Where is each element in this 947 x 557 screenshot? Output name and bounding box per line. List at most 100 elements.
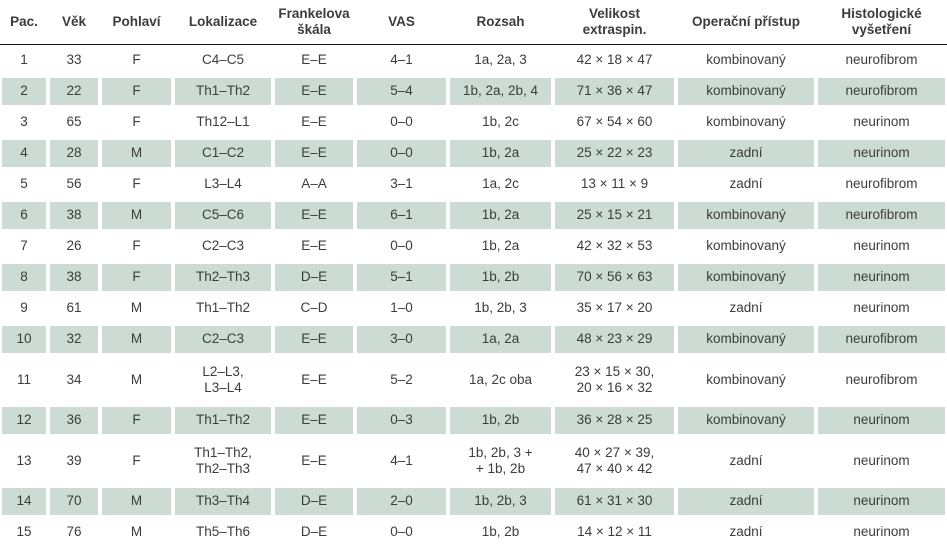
table-cell: 28 (48, 138, 100, 169)
table-cell: neurofibrom (816, 200, 947, 231)
column-header-rozsah: Rozsah (476, 13, 525, 29)
table-row: 8 38 F Th2–Th3 D–E 5–1 1b, 2b 70 × 56 × 63 kombi… (0, 262, 947, 293)
table-cell: E–E (273, 324, 355, 355)
table-cell: M (100, 324, 173, 355)
table-cell: kombinovaný (676, 324, 816, 355)
table-cell: 67 × 54 × 60 (553, 107, 676, 138)
table-cell: 14 × 12 × 11 (553, 517, 676, 548)
table-cell: F (100, 231, 173, 262)
table-cell: 36 (48, 405, 100, 436)
table-cell: 13 (0, 436, 48, 486)
table-row: 10 32 M C2–C3 E–E 3–0 1a, 2a 48 × 23 × 29 kombin… (0, 324, 947, 355)
table-row: 2 22 F Th1–Th2 E–E 5–4 1b, 2a, 2b, 4 71 × 36 × … (0, 76, 947, 107)
table-body: 1 33 F C4–C5 E–E 4–1 1a, 2a, 3 42 × 18 × 47 komb… (0, 45, 947, 548)
table-cell: 13 × 11 × 9 (553, 169, 676, 200)
table-cell: kombinovaný (676, 355, 816, 405)
table-cell: 25 × 15 × 21 (553, 200, 676, 231)
table-cell: kombinovaný (676, 76, 816, 107)
table-cell: Th3–Th4 (173, 486, 273, 517)
table-cell: 1b, 2b (448, 517, 553, 548)
table-cell: C1–C2 (173, 138, 273, 169)
table-row: 3 65 F Th12–L1 E–E 0–0 1b, 2c 67 × 54 × 60 kombi… (0, 107, 947, 138)
table-cell: neurinom (816, 486, 947, 517)
table-cell: 4–1 (355, 45, 448, 76)
table-cell: E–E (273, 76, 355, 107)
table-cell: zadní (676, 138, 816, 169)
table-cell: 0–0 (355, 107, 448, 138)
table-cell: neurinom (816, 138, 947, 169)
table-cell: 1b, 2a (448, 231, 553, 262)
table-cell: M (100, 200, 173, 231)
table-cell: 61 (48, 293, 100, 324)
table-cell: 70 (48, 486, 100, 517)
table-cell: 1a, 2a (448, 324, 553, 355)
table-cell: Th12–L1 (173, 107, 273, 138)
table-header-row: Pac. Věk Pohlaví Lokalizace Frankelova š… (0, 0, 947, 45)
table-cell: 1b, 2c (448, 107, 553, 138)
table-cell: 0–0 (355, 138, 448, 169)
table-cell: 25 × 22 × 23 (553, 138, 676, 169)
table-cell: zadní (676, 169, 816, 200)
table-cell: Th1–Th2 (173, 76, 273, 107)
table-cell: 65 (48, 107, 100, 138)
table-cell: F (100, 45, 173, 76)
table-cell: 3–0 (355, 324, 448, 355)
table-cell: E–E (273, 45, 355, 76)
table-cell: neurinom (816, 231, 947, 262)
table-row: 14 70 M Th3–Th4 D–E 2–0 1b, 2b, 3 61 × 31 × 30 z… (0, 486, 947, 517)
table-cell: 4–1 (355, 436, 448, 486)
table-cell: 5–4 (355, 76, 448, 107)
table-cell: C4–C5 (173, 45, 273, 76)
table-cell: neurinom (816, 436, 947, 486)
table-cell: 5–2 (355, 355, 448, 405)
table-cell: neurofibrom (816, 355, 947, 405)
table-cell: 36 × 28 × 25 (553, 405, 676, 436)
table-cell: C5–C6 (173, 200, 273, 231)
table-cell: 3–1 (355, 169, 448, 200)
table-row: 5 56 F L3–L4 A–A 3–1 1a, 2c 13 × 11 × 9 zadní neu… (0, 169, 947, 200)
table-cell: zadní (676, 486, 816, 517)
table-cell: zadní (676, 436, 816, 486)
table-cell: 26 (48, 231, 100, 262)
table-row: 1 33 F C4–C5 E–E 4–1 1a, 2a, 3 42 × 18 × 47 komb… (0, 45, 947, 76)
table-cell: Th2–Th3 (173, 262, 273, 293)
table-cell: 9 (0, 293, 48, 324)
table-cell: 33 (48, 45, 100, 76)
table-cell: 10 (0, 324, 48, 355)
column-header-velikost-extraspin: Velikost extraspin. (582, 5, 647, 37)
table-cell: 1b, 2b (448, 405, 553, 436)
table-cell: 2 (0, 76, 48, 107)
table-cell: 34 (48, 355, 100, 405)
column-header-operacni-pristup: Operační přístup (691, 13, 801, 29)
table-cell: neurinom (816, 405, 947, 436)
table-cell: 48 × 23 × 29 (553, 324, 676, 355)
table-cell: 0–3 (355, 405, 448, 436)
table-row: 13 39 F Th1–Th2, Th2–Th3 E–E 4–1 1b, 2b, 3 + +… (0, 436, 947, 486)
column-header-lokalizace: Lokalizace (188, 13, 258, 29)
table-cell: Th1–Th2 (173, 405, 273, 436)
table-cell: 22 (48, 76, 100, 107)
table-cell: C–D (273, 293, 355, 324)
table-cell: F (100, 436, 173, 486)
table-cell: 1b, 2b, 3 (448, 293, 553, 324)
table-cell: E–E (273, 436, 355, 486)
table-cell: neurinom (816, 517, 947, 548)
table-cell: 1a, 2c oba (448, 355, 553, 405)
table-row: 6 38 M C5–C6 E–E 6–1 1b, 2a 25 × 15 × 21 kombino… (0, 200, 947, 231)
table-cell: D–E (273, 517, 355, 548)
table-cell: 1a, 2c (448, 169, 553, 200)
table-cell: 23 × 15 × 30, 20 × 16 × 32 (553, 355, 676, 405)
table-cell: 1b, 2a (448, 200, 553, 231)
table-cell: Th5–Th6 (173, 517, 273, 548)
table-row: 4 28 M C1–C2 E–E 0–0 1b, 2a 25 × 22 × 23 zadní ne… (0, 138, 947, 169)
table-cell: 3 (0, 107, 48, 138)
table-cell: E–E (273, 107, 355, 138)
table-cell: F (100, 107, 173, 138)
table-cell: kombinovaný (676, 200, 816, 231)
table-cell: D–E (273, 486, 355, 517)
table-cell: E–E (273, 200, 355, 231)
table-cell: M (100, 517, 173, 548)
table-cell: 2–0 (355, 486, 448, 517)
table-cell: 39 (48, 436, 100, 486)
table-cell: F (100, 405, 173, 436)
